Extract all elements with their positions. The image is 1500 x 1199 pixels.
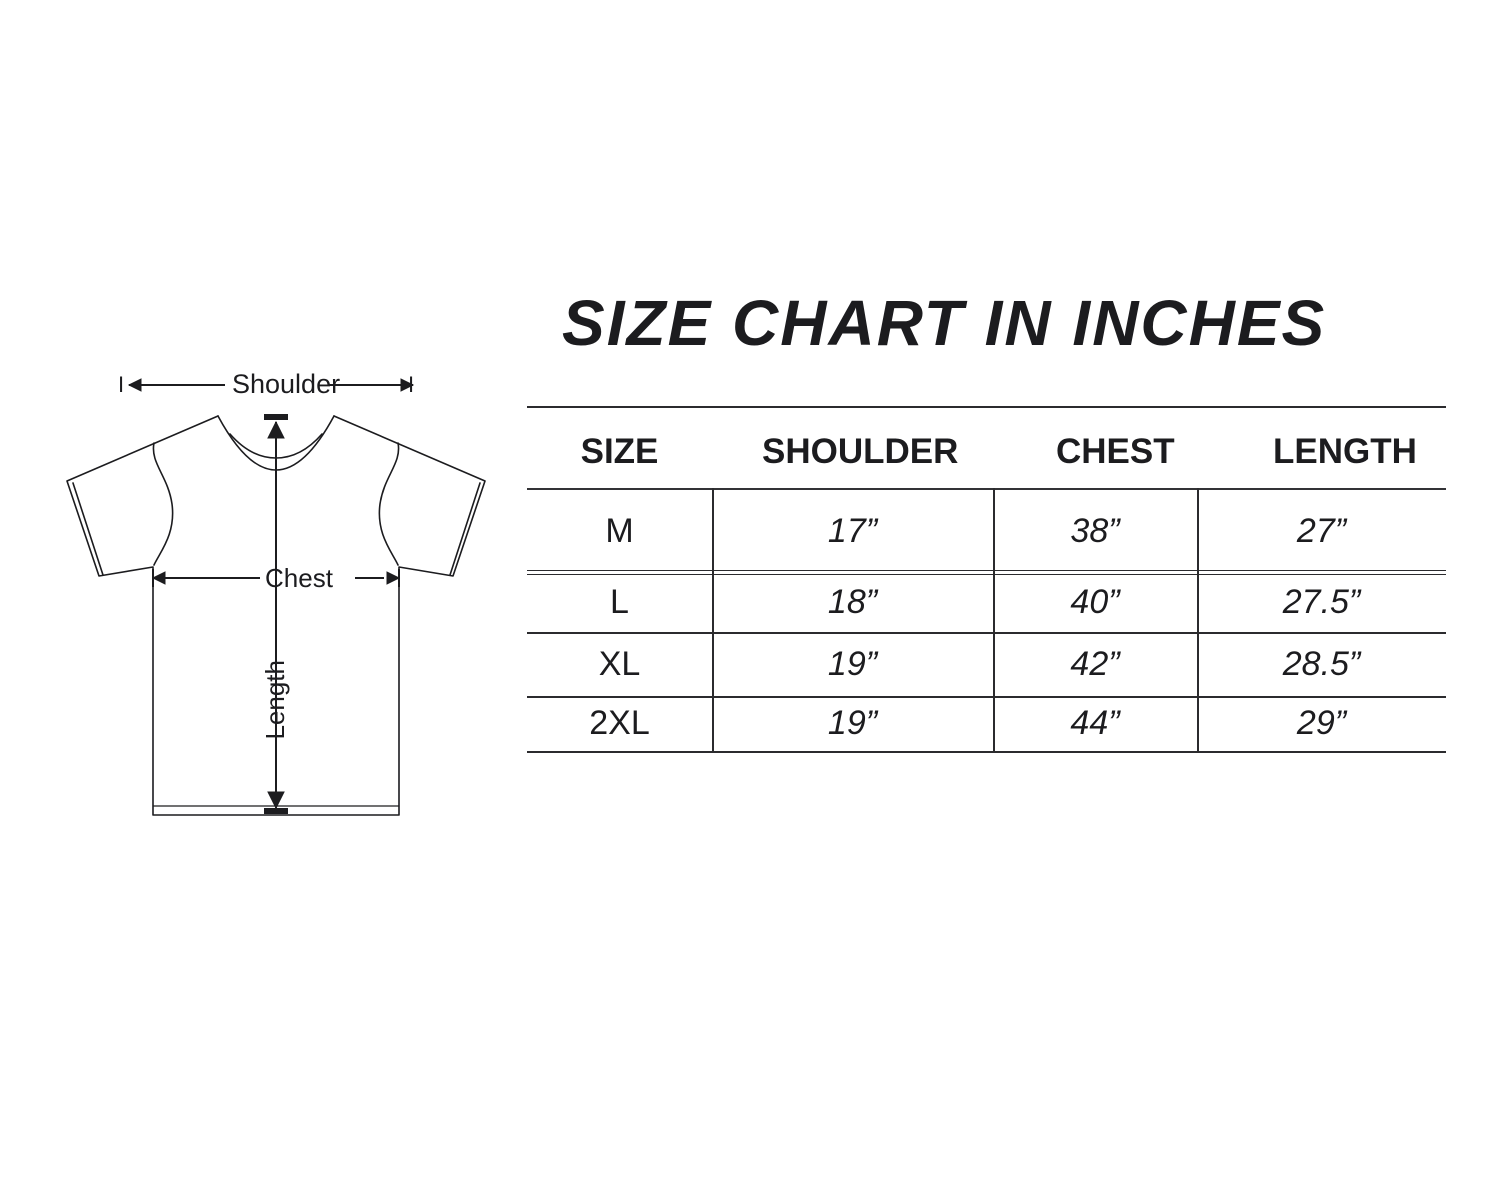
svg-text:Shoulder: Shoulder (232, 369, 340, 399)
svg-text:Chest: Chest (265, 563, 334, 593)
svg-text:I: I (408, 372, 414, 397)
svg-text:I: I (118, 372, 124, 397)
svg-text:Length: Length (260, 660, 290, 740)
